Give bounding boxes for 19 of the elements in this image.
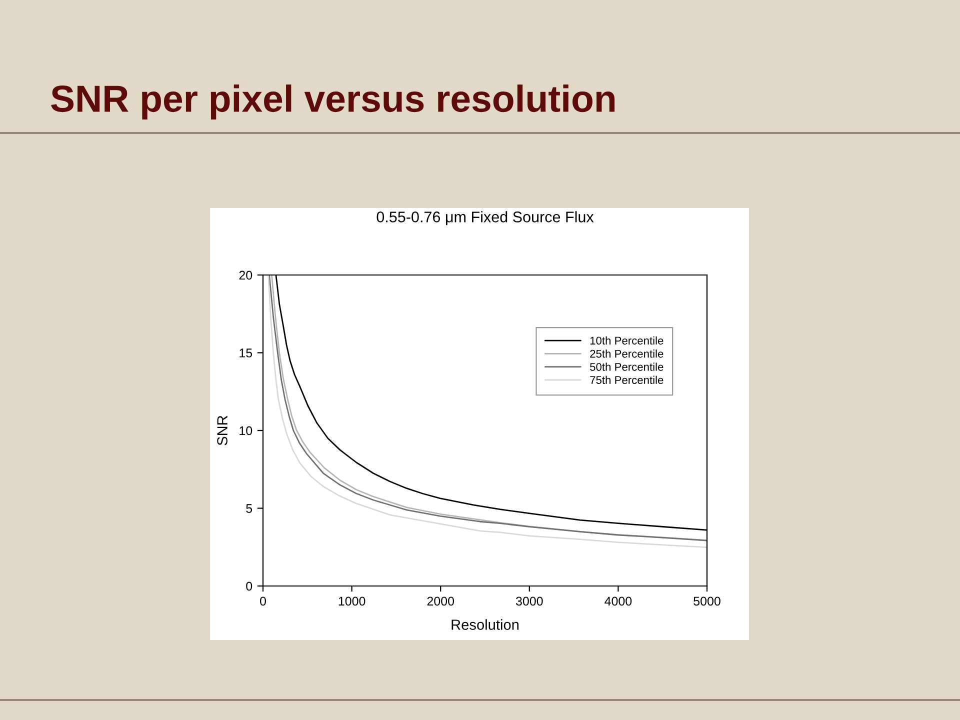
y-tick-label: 20 [239,270,252,280]
chart-title: SNR per pixel versus resolution [51,84,615,120]
y-axis-title: SNR [217,416,228,446]
y-tick-label: 10 [240,426,252,436]
legend-label: 25th Percentile [590,350,664,358]
x-tick-label: 1000 [338,596,366,606]
y-tick-label: 5 [246,504,252,513]
legend-label: 75th Percentile [590,376,664,384]
x-tick-label: 5000 [694,596,720,606]
x-axis-title: Resolution [452,619,519,630]
chart-subtitle: 0.55-0.76 μm Fixed Source Flux [376,211,594,226]
legend-label: 10th Percentile [590,336,664,345]
legend-label: 50th Percentile [590,362,664,371]
y-tick-label: 0 [246,582,252,591]
x-tick-label: 2000 [427,596,454,606]
x-tick-label: 3000 [516,596,543,606]
x-tick-label: 4000 [604,596,632,606]
y-tick-label: 15 [240,348,252,358]
x-tick-label: 0 [260,596,266,606]
